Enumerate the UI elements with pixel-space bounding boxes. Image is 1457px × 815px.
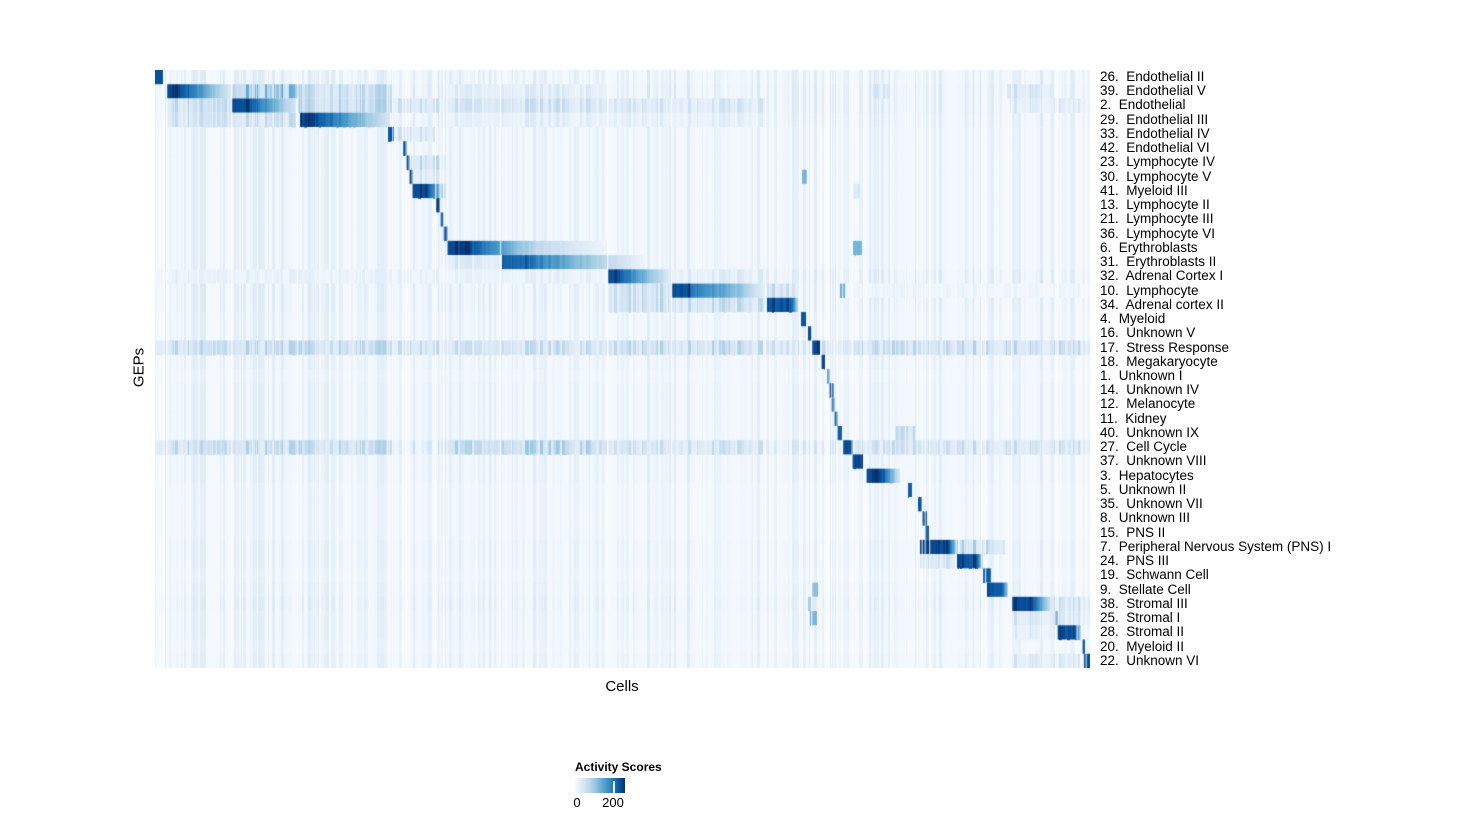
gep-row-label: 42. Endothelial VI <box>1100 140 1210 156</box>
gep-row-label: 16. Unknown V <box>1100 325 1196 341</box>
gep-row-label: 21. Lymphocyte III <box>1100 211 1214 227</box>
gep-row-label: 3. Hepatocytes <box>1100 467 1194 483</box>
gep-row-label: 29. Endothelial III <box>1100 111 1209 127</box>
gep-row-label: 15. PNS II <box>1100 524 1166 540</box>
gep-row-label: 36. Lymphocyte VI <box>1100 225 1216 241</box>
gep-row-label: 30. Lymphocyte V <box>1100 168 1212 184</box>
legend-tick-label-200: 200 <box>602 795 624 810</box>
heatmap-canvas <box>155 70 1090 668</box>
legend-tick-mark <box>613 781 615 793</box>
gep-row-label: 34. Adrenal cortex II <box>1100 296 1224 312</box>
gep-row-label: 27. Cell Cycle <box>1100 439 1188 455</box>
gep-row-label: 33. Endothelial IV <box>1100 125 1210 141</box>
legend-title: Activity Scores <box>575 760 662 774</box>
gep-row-label: 17. Stress Response <box>1100 339 1230 355</box>
gep-row-label: 18. Megakaryocyte <box>1100 353 1218 369</box>
gep-row-label: 19. Schwann Cell <box>1100 567 1209 583</box>
gep-row-label: 22. Unknown VI <box>1100 652 1200 668</box>
gep-row-label: 31. Erythroblasts II <box>1100 254 1217 270</box>
gep-row-label: 20. Myeloid II <box>1100 638 1185 654</box>
gep-row-label: 38. Stromal III <box>1100 595 1188 611</box>
gep-row-label: 2. Endothelial <box>1100 97 1186 113</box>
y-axis-label: GEPs <box>130 347 148 388</box>
gep-row-label: 14. Unknown IV <box>1100 382 1200 398</box>
gep-row-label: 39. Endothelial V <box>1100 83 1206 99</box>
legend-tick-labels: 0 200 <box>573 795 625 811</box>
gep-row-label: 10. Lymphocyte <box>1100 282 1199 298</box>
gep-row-label: 40. Unknown IX <box>1100 424 1200 440</box>
gep-row-label: 1. Unknown I <box>1100 368 1183 383</box>
gep-row-label: 37. Unknown VIII <box>1100 453 1207 469</box>
gep-row-label: 11. Kidney <box>1100 410 1167 426</box>
gep-row-label: 4. Myeloid <box>1100 311 1166 327</box>
gep-row-label: 13. Lymphocyte II <box>1100 197 1210 213</box>
gep-row-labels: 26. Endothelial II 39. Endothelial V 2. En… <box>1100 69 1457 668</box>
gep-row-label: 41. Myeloid III <box>1100 182 1188 198</box>
legend-tick-label-0: 0 <box>573 795 581 810</box>
gep-row-label: 7. Peripheral Nervous System (PNS) I <box>1100 538 1332 554</box>
gep-row-label: 12. Melanocyte <box>1100 396 1196 412</box>
gep-row-label: 32. Adrenal Cortex I <box>1100 268 1224 284</box>
gep-row-label: 25. Stromal I <box>1100 610 1181 626</box>
gep-row-label: 5. Unknown II <box>1100 481 1187 497</box>
gep-row-label: 23. Lymphocyte IV <box>1100 154 1216 170</box>
gep-row-label: 9. Stellate Cell <box>1100 581 1191 597</box>
x-axis-label: Cells <box>605 678 639 695</box>
colorbar-legend: Activity Scores 0 200 <box>573 760 695 811</box>
gep-row-label: 35. Unknown VII <box>1100 496 1203 512</box>
gep-row-label: 24. PNS III <box>1100 553 1170 569</box>
gep-row-label: 8. Unknown III <box>1100 510 1191 526</box>
gep-row-label: 28. Stromal II <box>1100 624 1185 640</box>
legend-gradient-bar <box>575 778 625 793</box>
gep-row-label: 6. Erythroblasts <box>1100 239 1198 255</box>
gep-row-label: 26. Endothelial II <box>1100 69 1205 84</box>
